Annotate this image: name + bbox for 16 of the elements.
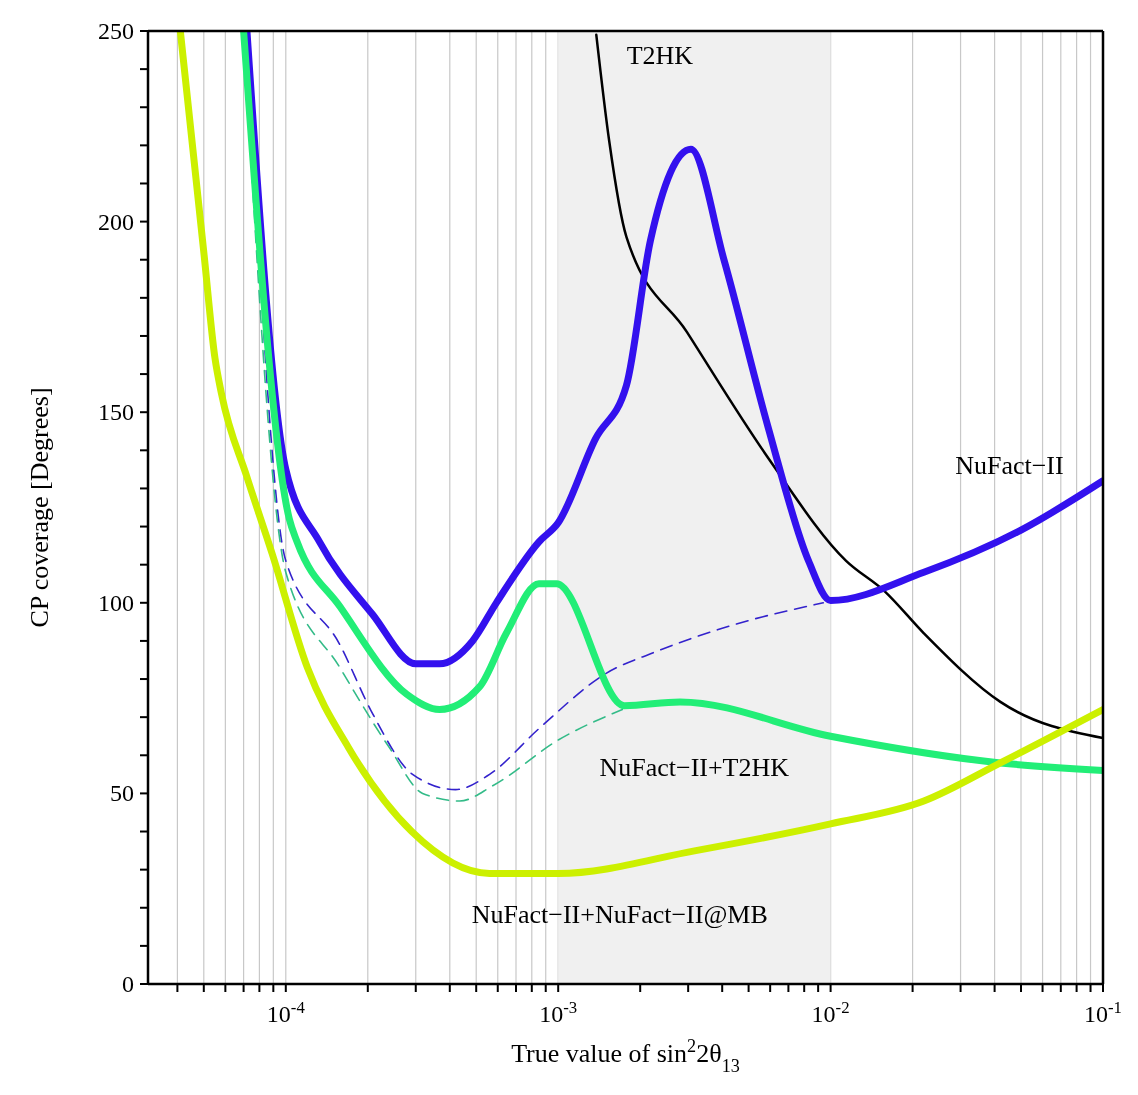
y-tick-label: 150 [98,399,134,426]
y-tick-label: 50 [110,780,134,807]
x-tick-label: 10$^{-4}$ [266,997,306,1027]
x-axis-title: True value of sin$^{2}$2θ$_{13}$ [511,1036,740,1076]
series-label: NuFact−II [955,450,1064,480]
x-tick-label: 10$^{-1}$ [1084,997,1122,1027]
series-label: T2HK [626,40,694,70]
x-tick-label: 10$^{-3}$ [539,997,578,1027]
y-tick-label: 100 [98,589,134,616]
y-tick-label: 200 [98,208,134,235]
series-label: NuFact−II+T2HK [599,752,790,782]
series-label: NuFact−II+NuFact−II@MB [471,900,768,930]
x-tick-label: 10$^{-2}$ [811,997,850,1027]
y-axis-title: CP coverage [Degrees] [25,387,54,628]
y-tick-label: 250 [98,18,134,44]
y-tick-label: 0 [122,971,134,997]
